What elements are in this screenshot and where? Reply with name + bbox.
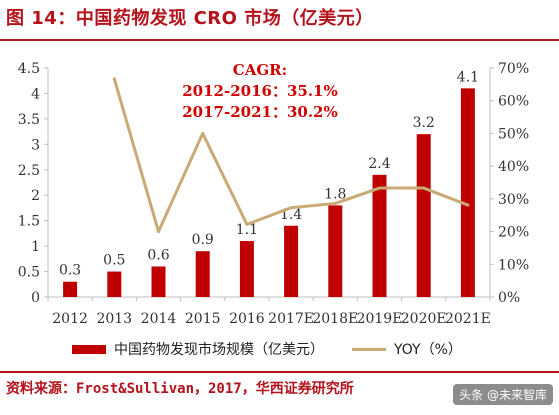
bar-data-label: 1.8 <box>324 186 346 202</box>
bar <box>107 271 122 297</box>
y-left-tick-label: 3 <box>31 137 40 153</box>
x-tick-label: 2012 <box>52 311 88 327</box>
yoy-point <box>466 203 470 207</box>
y-left-tick-label: 0.5 <box>18 265 40 281</box>
y-right-tick-label: 70% <box>498 61 529 77</box>
x-tick-label: 2013 <box>96 311 132 327</box>
y-left-tick-label: 4.5 <box>18 61 40 77</box>
y-left-tick-label: 2.5 <box>18 163 40 179</box>
legend-line-label: YOY（%） <box>394 342 462 358</box>
y-left-tick-label: 1 <box>31 239 40 255</box>
bar-data-label: 4.1 <box>457 69 479 85</box>
y-right-tick-label: 40% <box>498 159 529 175</box>
yoy-point <box>245 222 249 226</box>
footer-divider <box>0 371 559 373</box>
x-tick-label: 2021E <box>445 311 491 327</box>
yoy-point <box>422 186 426 190</box>
bar <box>195 251 210 297</box>
y-left-tick-label: 2 <box>31 188 40 204</box>
yoy-point <box>333 201 337 205</box>
bar <box>239 241 254 297</box>
bar <box>284 225 299 297</box>
bar-data-label: 0.9 <box>192 232 214 248</box>
bar <box>372 174 387 297</box>
bar <box>460 88 475 297</box>
bar-data-label: 2.4 <box>368 156 390 172</box>
figure-title: 图 14：中国药物发现 CRO 市场（亿美元） <box>6 8 374 29</box>
legend-line-swatch <box>352 347 386 351</box>
cagr-annotation: CAGR: 2012-2016：35.1% 2017-2021：30.2% <box>180 60 340 123</box>
y-right-tick-label: 50% <box>498 126 529 142</box>
source-note: 资料来源：Frost&Sullivan，2017，华西证券研究所 <box>6 381 354 397</box>
legend-bar-label: 中国药物发现市场规模（亿美元） <box>114 342 324 358</box>
chart-canvas: 0 0.5 1 1.5 2 2.5 3 3.5 4 4.5 0% 10% 20% 30% 40% 50% 60%… <box>18 61 529 327</box>
chart-legend: 中国药物发现市场规模（亿美元） YOY（%） <box>0 339 559 361</box>
x-tick-label: 2015 <box>185 311 221 327</box>
yoy-point <box>112 77 116 81</box>
y-right-tick-label: 20% <box>498 225 529 241</box>
x-tick-label: 2014 <box>141 311 177 327</box>
bar-data-label: 0.3 <box>59 263 81 279</box>
yoy-point <box>201 131 205 135</box>
x-tick-label: 2016 <box>229 311 265 327</box>
y-left-tick-label: 0 <box>31 290 40 306</box>
bar <box>63 281 78 297</box>
legend-item-yoy: YOY（%） <box>352 339 462 359</box>
yoy-point <box>157 230 160 234</box>
x-tick-label: 2017E <box>268 311 314 327</box>
y-right-tick-label: 10% <box>498 257 529 273</box>
y-right-tick-label: 60% <box>498 94 529 110</box>
bar <box>151 266 166 297</box>
legend-bar-swatch <box>72 344 106 354</box>
title-divider <box>0 39 559 41</box>
yoy-point <box>378 186 381 190</box>
bar-data-label: 0.6 <box>147 247 169 263</box>
y-left-tick-label: 3.5 <box>18 112 40 128</box>
y-right-tick-label: 0% <box>498 290 520 306</box>
yoy-point <box>289 206 293 210</box>
cagr-2012-2016: 2012-2016：35.1% <box>182 82 338 100</box>
bar-data-label: 3.2 <box>413 115 435 131</box>
bar <box>328 205 343 297</box>
y-left-tick-label: 4 <box>31 86 40 102</box>
legend-item-market-size: 中国药物发现市场规模（亿美元） <box>72 339 324 359</box>
x-tick-label: 2019E <box>357 311 403 327</box>
x-tick-label: 2020E <box>401 311 447 327</box>
y-left-tick-label: 1.5 <box>18 214 40 230</box>
watermark: 头条 @未来智库 <box>453 384 553 405</box>
x-tick-label: 2018E <box>312 311 358 327</box>
cagr-2017-2021: 2017-2021：30.2% <box>182 103 338 121</box>
y-right-tick-label: 30% <box>498 192 529 208</box>
cagr-heading: CAGR: <box>232 61 288 79</box>
bar-data-label: 0.5 <box>103 253 125 269</box>
bar-data-label: 1.1 <box>236 222 258 238</box>
bar <box>416 134 431 297</box>
